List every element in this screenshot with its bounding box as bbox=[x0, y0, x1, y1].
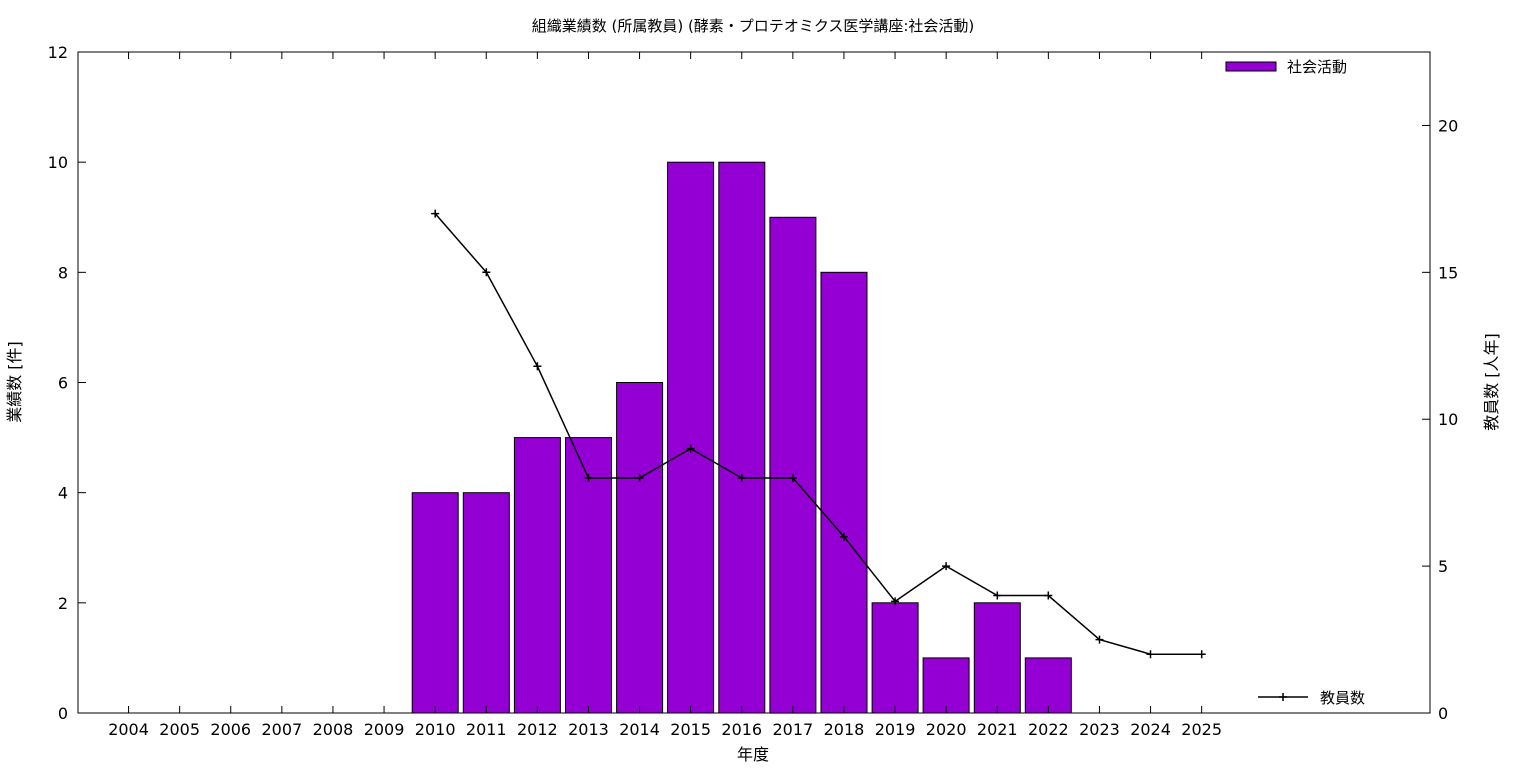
y-tick-label-0: 0 bbox=[58, 704, 68, 723]
left-axis: 0 2 4 6 8 10 12 bbox=[48, 43, 86, 723]
bars-layer bbox=[411, 161, 1072, 714]
bar-2012 bbox=[513, 437, 561, 714]
x-tick-label-2023: 2023 bbox=[1079, 720, 1120, 739]
legend-line-label: 教員数 bbox=[1320, 689, 1365, 707]
y2-axis-label: 教員数 [人年] bbox=[1482, 333, 1501, 431]
line-point-2021 bbox=[993, 591, 1002, 600]
bar-2021 bbox=[973, 602, 1021, 714]
bar-2016 bbox=[718, 161, 766, 714]
bar-2014 bbox=[616, 382, 664, 714]
x-tick-label-2009: 2009 bbox=[364, 720, 405, 739]
x-tick-label-2010: 2010 bbox=[415, 720, 456, 739]
x-tick-label-2016: 2016 bbox=[721, 720, 762, 739]
line-point-2025 bbox=[1197, 650, 1206, 659]
chart-title: 組織業績数 (所属教員) (酵素・プロテオミクス医学講座:社会活動) bbox=[532, 17, 975, 35]
right-axis: 0 5 10 15 20 bbox=[1422, 116, 1458, 723]
y-tick-label-6: 6 bbox=[58, 374, 68, 393]
y-axis-label: 業績数 [件] bbox=[5, 341, 24, 423]
y2-tick-label-20: 20 bbox=[1438, 116, 1458, 135]
line-point-2010 bbox=[431, 209, 440, 218]
x-tick-label-2013: 2013 bbox=[568, 720, 609, 739]
legend-bars-label: 社会活動 bbox=[1287, 58, 1347, 76]
x-tick-label-2004: 2004 bbox=[108, 720, 149, 739]
bar-2015 bbox=[667, 161, 715, 714]
line-point-2014 bbox=[635, 474, 644, 482]
y-tick-label-8: 8 bbox=[58, 263, 68, 282]
legend-line-marker bbox=[1279, 693, 1287, 701]
x-tick-label-2007: 2007 bbox=[261, 720, 302, 739]
line-point-2019 bbox=[891, 597, 900, 606]
line-series-teachers bbox=[434, 213, 1202, 655]
x-tick-label-2006: 2006 bbox=[210, 720, 251, 739]
legend-bars-swatch bbox=[1225, 61, 1277, 72]
legend-bars: 社会活動 bbox=[1225, 58, 1347, 76]
line-point-2018 bbox=[840, 532, 848, 541]
y2-tick-label-0: 0 bbox=[1438, 704, 1448, 723]
x-tick-label-2011: 2011 bbox=[466, 720, 507, 739]
x-tick-label-2015: 2015 bbox=[670, 720, 711, 739]
bar-2019 bbox=[871, 602, 919, 714]
line-point-2016 bbox=[737, 474, 746, 482]
x-tick-label-2025: 2025 bbox=[1181, 720, 1222, 739]
line-point-2012 bbox=[533, 362, 542, 371]
y2-tick-label-10: 10 bbox=[1438, 410, 1458, 429]
line-point-2020 bbox=[942, 562, 951, 571]
line-point-2013 bbox=[584, 474, 593, 482]
y2-tick-label-5: 5 bbox=[1438, 557, 1448, 576]
line-point-2015 bbox=[686, 444, 695, 453]
bar-2022 bbox=[1024, 657, 1072, 714]
line-point-2024 bbox=[1146, 650, 1155, 659]
x-tick-label-2024: 2024 bbox=[1130, 720, 1171, 739]
y-tick-label-2: 2 bbox=[58, 594, 68, 613]
x-tick-label-2012: 2012 bbox=[517, 720, 558, 739]
y2-tick-label-15: 15 bbox=[1438, 263, 1458, 282]
line-point-2017 bbox=[788, 474, 797, 482]
bar-2011 bbox=[462, 492, 510, 714]
bar-2018 bbox=[820, 271, 868, 714]
y-tick-label-10: 10 bbox=[48, 153, 68, 172]
x-tick-label-2022: 2022 bbox=[1028, 720, 1069, 739]
bar-2017 bbox=[769, 216, 817, 714]
x-tick-label-2020: 2020 bbox=[926, 720, 967, 739]
x-tick-label-2008: 2008 bbox=[313, 720, 354, 739]
x-tick-label-2019: 2019 bbox=[875, 720, 916, 739]
x-axis-label: 年度 bbox=[737, 745, 769, 764]
bar-2010 bbox=[411, 492, 459, 714]
bar-2020 bbox=[922, 657, 970, 714]
x-tick-label-2018: 2018 bbox=[824, 720, 865, 739]
line-series-layer bbox=[431, 209, 1206, 659]
y-tick-label-12: 12 bbox=[48, 43, 68, 62]
line-point-2011 bbox=[482, 268, 491, 277]
x-tick-label-2017: 2017 bbox=[772, 720, 813, 739]
legend-line: 教員数 bbox=[1258, 689, 1365, 707]
x-tick-label-2014: 2014 bbox=[619, 720, 660, 739]
x-axis: 2004 2005 2006 2007 2008 2009 2010 2011 2012 2013… bbox=[108, 52, 1222, 739]
x-tick-label-2005: 2005 bbox=[159, 720, 200, 739]
line-point-2022 bbox=[1044, 591, 1053, 600]
line-point-2023 bbox=[1095, 635, 1104, 644]
x-tick-label-2021: 2021 bbox=[977, 720, 1018, 739]
y-tick-label-4: 4 bbox=[58, 484, 68, 503]
